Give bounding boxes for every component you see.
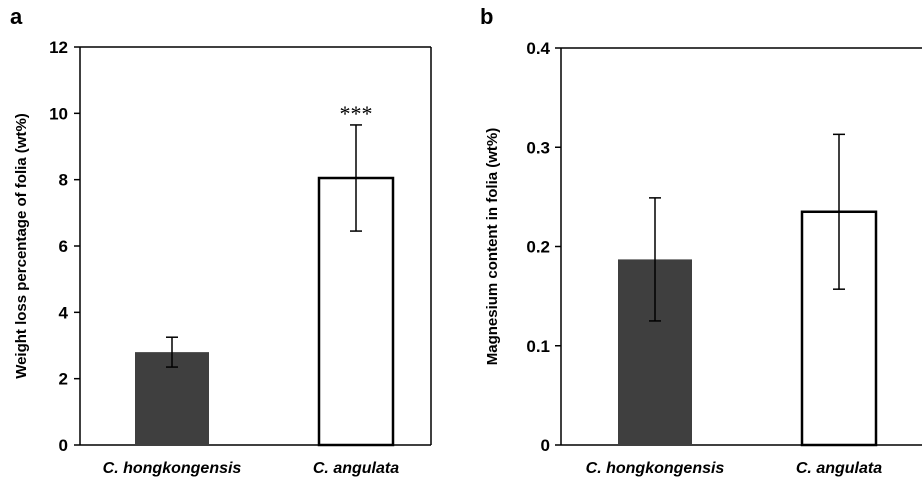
- category-label: C. hongkongensis: [586, 460, 725, 477]
- y-tick-label: 8: [59, 171, 68, 190]
- panel-letter: a: [10, 4, 23, 29]
- y-axis-title: Magnesium content in folia (wt%): [484, 128, 501, 366]
- panel-b: b 0 0.1 0.2 0.3 0.4 Magnesium content in folia…: [480, 4, 922, 477]
- y-tick-label: 12: [49, 38, 68, 57]
- y-axis-title: Weight loss percentage of folia (wt%): [13, 113, 30, 379]
- y-tick-label: 10: [49, 104, 68, 123]
- panel-a: a 0 2 4 6 8 10 12 Weight loss percentage of foli…: [10, 4, 432, 477]
- y-tick-label: 0: [59, 436, 68, 455]
- significance-label: ***: [340, 101, 373, 126]
- panel-letter: b: [480, 4, 493, 29]
- y-tick-label: 4: [59, 303, 69, 322]
- category-label: C. hongkongensis: [103, 460, 242, 477]
- y-tick-label: 0.3: [526, 138, 550, 157]
- category-label: C. angulata: [313, 460, 399, 477]
- category-label: C. angulata: [796, 460, 882, 477]
- y-tick-label: 0: [541, 436, 550, 455]
- y-tick-label: 6: [59, 237, 68, 256]
- y-tick-label: 0.1: [526, 337, 550, 356]
- y-tick-label: 2: [59, 370, 68, 389]
- y-tick-label: 0.2: [526, 238, 550, 257]
- y-tick-label: 0.4: [526, 39, 550, 58]
